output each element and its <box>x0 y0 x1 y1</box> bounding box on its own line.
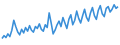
line <box>2 5 118 39</box>
plot-area <box>2 5 118 39</box>
chart <box>0 0 120 45</box>
